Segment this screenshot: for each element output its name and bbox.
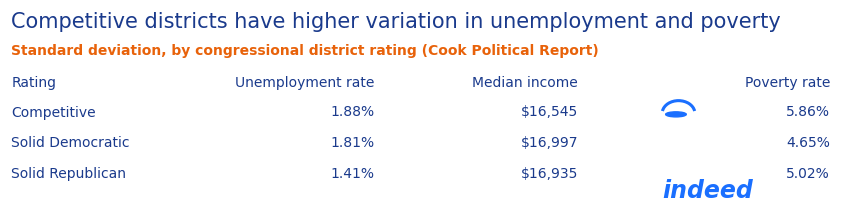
Text: Rating: Rating	[11, 76, 56, 90]
Text: 1.41%: 1.41%	[330, 167, 374, 181]
Text: Solid Republican: Solid Republican	[11, 167, 126, 181]
Text: Competitive districts have higher variation in unemployment and poverty: Competitive districts have higher variat…	[11, 12, 781, 32]
Text: $16,545: $16,545	[520, 106, 578, 119]
Text: indeed: indeed	[662, 179, 753, 203]
Text: Competitive: Competitive	[11, 106, 95, 119]
Text: 5.02%: 5.02%	[786, 167, 830, 181]
Text: Poverty rate: Poverty rate	[745, 76, 830, 90]
Text: $16,935: $16,935	[520, 167, 578, 181]
Text: Solid Democratic: Solid Democratic	[11, 136, 130, 150]
Text: Standard deviation, by congressional district rating (Cook Political Report): Standard deviation, by congressional dis…	[11, 44, 599, 58]
Text: 5.86%: 5.86%	[786, 106, 830, 119]
Text: Unemployment rate: Unemployment rate	[235, 76, 374, 90]
Text: Median income: Median income	[472, 76, 578, 90]
Text: $16,997: $16,997	[520, 136, 578, 150]
Text: 1.81%: 1.81%	[330, 136, 374, 150]
Text: 1.88%: 1.88%	[330, 106, 374, 119]
Text: 4.65%: 4.65%	[786, 136, 830, 150]
